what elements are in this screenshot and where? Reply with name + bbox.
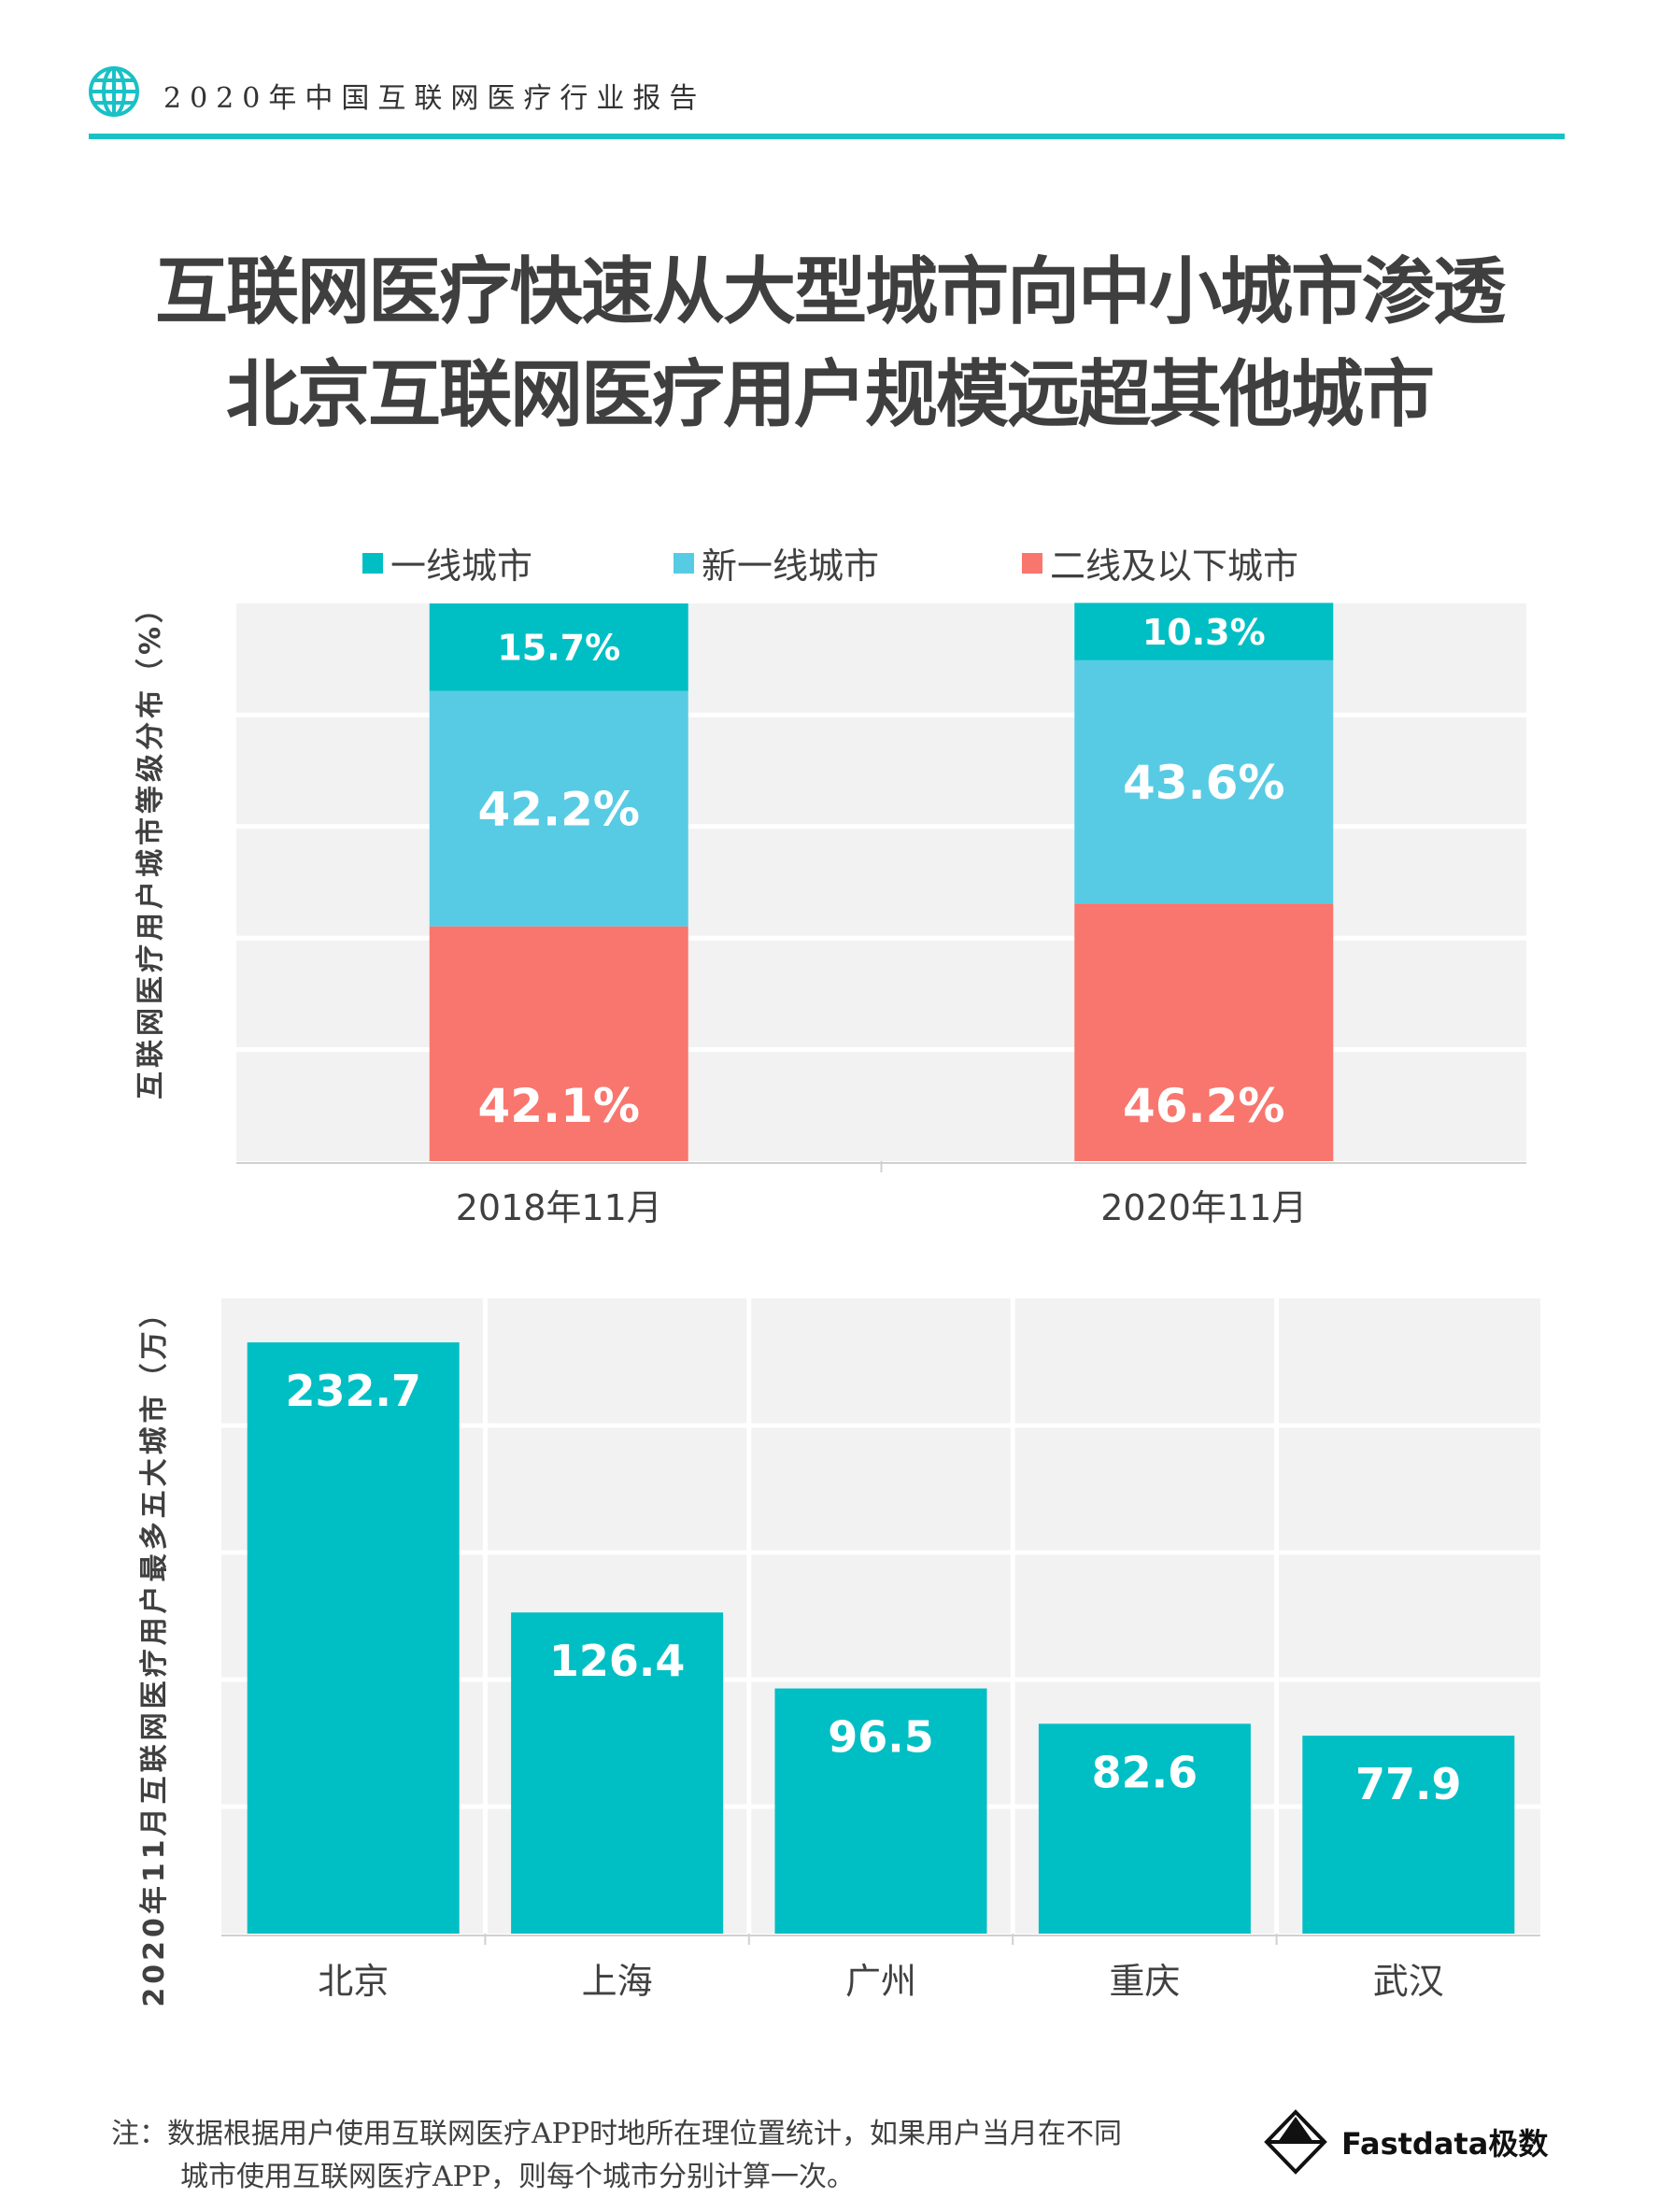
legend-item-new-tier1: 新一线城市 (674, 537, 879, 588)
report-title: 2020年中国互联网医疗行业报告 (163, 82, 706, 115)
fastdata-logo: Fastdata极数 (1263, 2109, 1548, 2175)
chart1-bar-segment (1074, 659, 1334, 904)
chart2-x-tick-label: 北京 (318, 1961, 389, 2002)
legend-swatch (362, 552, 383, 574)
chart2-data-label: 126.4 (549, 1636, 686, 1686)
chart1-data-label: 10.3% (1142, 612, 1266, 653)
chart1-bar-segment (1074, 603, 1334, 660)
chart1-data-label: 43.6% (1123, 756, 1284, 810)
footnote-line-1: 注：数据根据用户使用互联网医疗APP时地所在理位置统计，如果用户当月在不同 (111, 2118, 1123, 2150)
chart2-bar (511, 1612, 724, 1934)
footnote: 注：数据根据用户使用互联网医疗APP时地所在理位置统计，如果用户当月在不同 城市… (111, 2113, 1122, 2199)
chart2-x-tick-label: 重庆 (1109, 1961, 1180, 2002)
chart1-bar-segment (429, 926, 688, 1161)
chart2-x-tick-label: 广州 (845, 1961, 916, 2002)
chart1-data-label: 42.2% (478, 783, 640, 837)
chart2-data-label: 96.5 (828, 1712, 934, 1763)
chart2-x-tick-label: 武汉 (1373, 1961, 1444, 2002)
legend-item-tier1: 一线城市 (362, 537, 532, 588)
legend-label: 新一线城市 (702, 546, 880, 587)
header-globe-icon (88, 65, 140, 118)
legend-label: 二线及以下城市 (1050, 546, 1299, 587)
chart2-data-label: 232.7 (285, 1366, 421, 1416)
chart1-bar-segment (429, 690, 688, 927)
chart2-bar (774, 1688, 987, 1934)
chart1-x-tick-label: 2020年11月 (1100, 1187, 1307, 1228)
logo-text: Fastdata极数 (1341, 2126, 1549, 2162)
fastdata-mountain-icon (1264, 2109, 1327, 2175)
chart2-data-label: 82.6 (1092, 1747, 1198, 1797)
chart1-data-label: 42.1% (478, 1079, 640, 1133)
headline-line-1: 互联网医疗快速从大型城市向中小城市渗透 (154, 250, 1506, 334)
legend-swatch (1022, 552, 1042, 574)
legend-item-tier2-below: 二线及以下城市 (1022, 537, 1298, 588)
chart1-data-label: 46.2% (1123, 1079, 1284, 1133)
chart1-data-label: 15.7% (497, 628, 620, 669)
chart2-bar (247, 1342, 460, 1934)
chart2-data-label: 77.9 (1355, 1759, 1462, 1809)
legend-swatch (674, 552, 694, 574)
chart2-bar (1302, 1736, 1515, 1934)
footnote-line-2: 城市使用互联网医疗APP，则每个城市分别计算一次。 (180, 2161, 856, 2193)
chart1-x-tick-label: 2018年11月 (456, 1187, 662, 1228)
chart1-bar-segment (429, 603, 688, 691)
legend-label: 一线城市 (390, 546, 533, 587)
chart2-x-tick-label: 上海 (582, 1961, 653, 2002)
chart1-bar-segment (1074, 903, 1334, 1161)
header-divider (89, 134, 1565, 139)
headline-line-2: 北京互联网医疗用户规模远超其他城市 (225, 353, 1435, 437)
chart2-bar (1038, 1723, 1251, 1934)
